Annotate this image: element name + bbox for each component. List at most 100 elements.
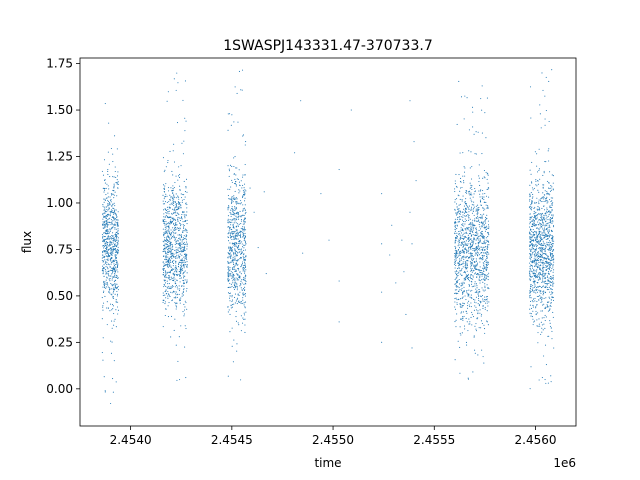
data-point bbox=[109, 266, 111, 268]
data-point bbox=[529, 265, 531, 267]
data-point bbox=[168, 230, 170, 232]
data-point bbox=[552, 284, 554, 286]
chart-title: 1SWASPJ143331.47-370733.7 bbox=[223, 38, 432, 54]
data-point bbox=[485, 195, 488, 197]
data-point bbox=[238, 181, 241, 183]
data-point bbox=[235, 320, 238, 322]
data-point bbox=[531, 255, 533, 257]
data-point bbox=[231, 198, 233, 200]
data-point bbox=[234, 270, 237, 272]
data-point bbox=[183, 315, 185, 317]
data-point bbox=[233, 288, 236, 291]
data-point bbox=[472, 234, 474, 236]
data-point bbox=[239, 234, 241, 237]
data-point bbox=[484, 285, 486, 287]
data-point bbox=[238, 259, 240, 261]
data-point bbox=[480, 204, 482, 206]
data-point bbox=[117, 239, 119, 241]
data-point bbox=[467, 302, 469, 304]
data-point bbox=[165, 216, 167, 218]
data-point bbox=[116, 245, 118, 247]
data-point bbox=[243, 288, 245, 290]
data-point bbox=[461, 250, 463, 252]
data-point bbox=[227, 286, 229, 289]
data-point bbox=[236, 213, 238, 215]
data-point bbox=[227, 218, 229, 220]
data-point bbox=[176, 224, 178, 226]
data-point bbox=[456, 256, 458, 258]
data-point bbox=[481, 236, 483, 238]
data-point bbox=[540, 201, 542, 203]
data-point bbox=[115, 182, 117, 184]
data-point bbox=[469, 305, 471, 308]
data-point bbox=[165, 308, 167, 310]
data-point bbox=[167, 283, 169, 285]
data-point bbox=[235, 198, 237, 200]
data-point bbox=[167, 261, 170, 263]
data-point bbox=[551, 200, 553, 202]
data-point bbox=[537, 241, 539, 243]
data-point bbox=[242, 235, 244, 237]
data-point bbox=[175, 257, 177, 259]
data-point bbox=[167, 240, 169, 242]
data-point bbox=[113, 283, 116, 285]
data-point bbox=[484, 287, 486, 289]
data-point bbox=[116, 295, 118, 297]
data-point bbox=[542, 234, 544, 236]
data-point bbox=[240, 287, 242, 289]
data-point bbox=[539, 241, 541, 243]
data-point bbox=[237, 259, 239, 261]
data-point bbox=[459, 254, 461, 257]
data-point bbox=[530, 315, 532, 317]
data-point bbox=[113, 183, 115, 185]
data-point bbox=[174, 243, 176, 246]
data-point bbox=[181, 262, 183, 264]
data-point bbox=[461, 237, 463, 239]
data-point bbox=[234, 86, 236, 88]
data-point bbox=[480, 228, 482, 230]
data-point bbox=[103, 267, 105, 269]
data-point bbox=[244, 306, 246, 308]
data-point bbox=[548, 214, 550, 216]
data-point bbox=[468, 226, 470, 229]
data-point bbox=[528, 262, 531, 264]
data-point bbox=[163, 232, 165, 234]
data-point bbox=[466, 270, 468, 272]
data-point bbox=[245, 280, 247, 282]
data-point bbox=[164, 303, 166, 305]
data-point bbox=[179, 244, 181, 246]
data-point bbox=[468, 247, 470, 249]
data-point bbox=[241, 263, 244, 265]
data-point bbox=[543, 196, 545, 198]
data-point bbox=[101, 297, 103, 299]
data-point bbox=[243, 194, 245, 196]
data-point bbox=[106, 283, 108, 285]
data-point bbox=[539, 113, 541, 115]
data-point bbox=[543, 263, 545, 265]
data-point bbox=[535, 232, 537, 234]
data-point bbox=[549, 264, 552, 266]
data-point bbox=[536, 319, 538, 321]
data-point bbox=[103, 191, 105, 193]
data-point bbox=[462, 319, 464, 321]
data-point bbox=[476, 291, 478, 294]
data-point bbox=[238, 248, 240, 250]
data-point bbox=[170, 219, 172, 221]
data-point bbox=[165, 271, 167, 273]
data-point bbox=[104, 259, 106, 261]
data-point bbox=[546, 254, 548, 256]
data-point bbox=[538, 286, 540, 288]
data-point bbox=[553, 240, 555, 242]
data-point bbox=[476, 265, 478, 267]
data-point bbox=[479, 184, 481, 187]
data-point bbox=[110, 228, 112, 230]
data-point bbox=[164, 256, 166, 258]
data-point bbox=[470, 223, 472, 225]
data-point bbox=[107, 273, 109, 275]
data-point bbox=[529, 237, 531, 239]
data-point bbox=[405, 313, 407, 316]
data-point bbox=[181, 241, 183, 243]
data-point bbox=[175, 265, 177, 267]
data-point bbox=[540, 247, 542, 249]
data-point bbox=[463, 290, 465, 292]
